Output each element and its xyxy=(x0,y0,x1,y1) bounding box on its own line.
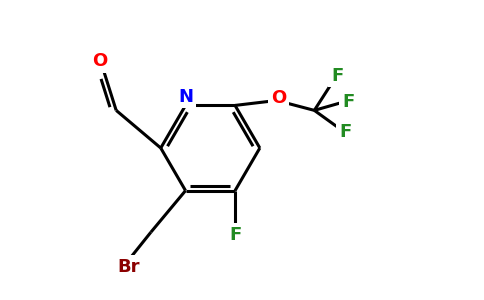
Text: F: F xyxy=(342,93,354,111)
Text: N: N xyxy=(178,88,193,106)
Text: F: F xyxy=(331,67,343,85)
Text: O: O xyxy=(91,52,107,70)
Text: F: F xyxy=(339,123,351,141)
Text: F: F xyxy=(229,226,241,244)
Text: Br: Br xyxy=(118,258,140,276)
Text: O: O xyxy=(271,89,286,107)
